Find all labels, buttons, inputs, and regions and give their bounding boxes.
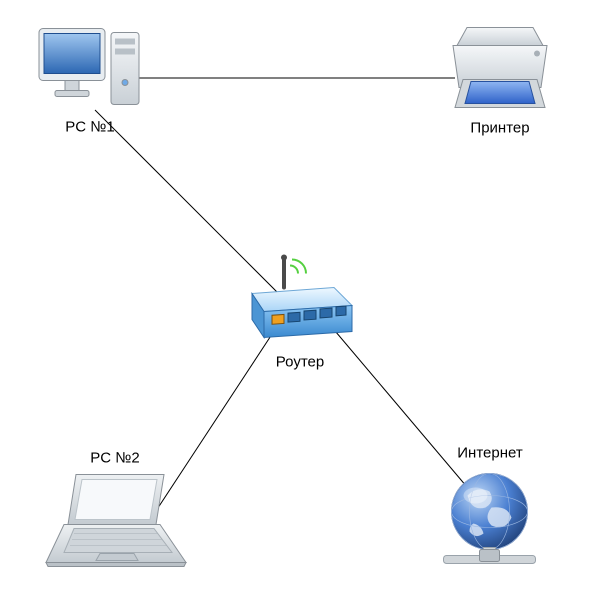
node-printer: Принтер: [445, 24, 555, 137]
node-internet-label: Интернет: [457, 445, 522, 462]
desktop-icon: [35, 25, 145, 115]
node-pc1: PC №1: [35, 25, 145, 136]
router-icon: [240, 250, 360, 350]
node-internet: Интернет: [438, 445, 543, 576]
network-diagram: PC №1: [0, 0, 600, 600]
laptop-icon: [40, 471, 190, 571]
node-printer-label: Принтер: [470, 120, 529, 137]
node-router-label: Роутер: [276, 354, 324, 371]
globe-icon: [438, 466, 543, 576]
node-pc1-label: PC №1: [65, 119, 114, 136]
node-pc2: PC №2: [40, 450, 190, 571]
node-router: Роутер: [240, 250, 360, 371]
printer-icon: [445, 24, 555, 116]
node-pc2-label: PC №2: [90, 450, 139, 467]
